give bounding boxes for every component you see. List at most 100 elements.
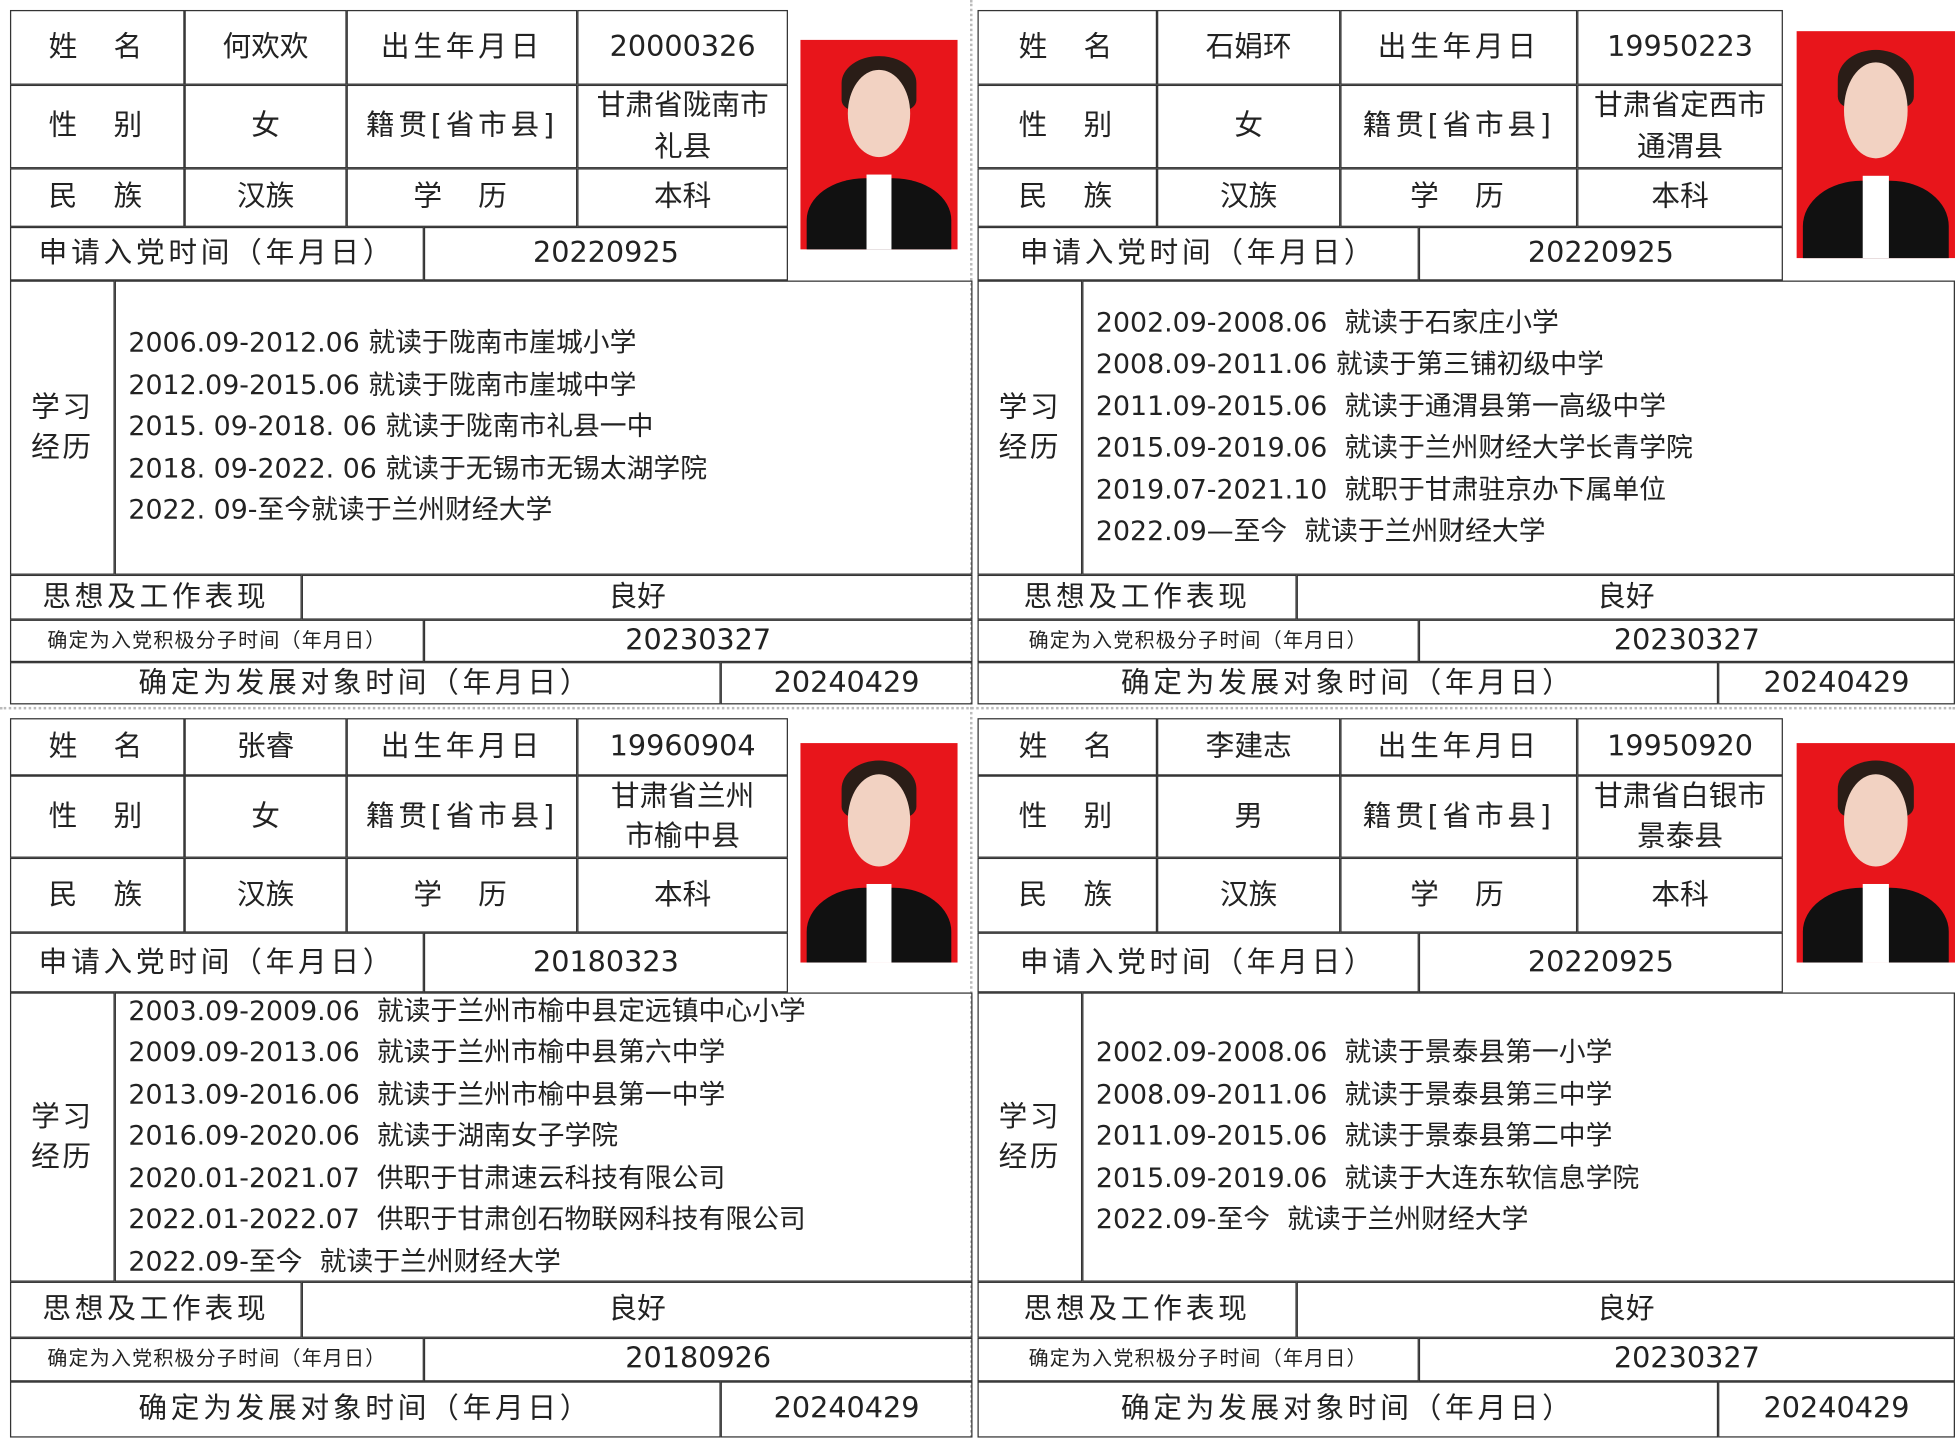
label-text: 民 族 xyxy=(48,878,146,912)
gender-text: 男 xyxy=(1234,800,1264,833)
history-line: 2002.09-2008.06 就读于景泰县第一小学 xyxy=(1095,1037,1613,1069)
history-line: 2015. 09-2018. 06 就读于陇南市礼县一中 xyxy=(128,411,654,443)
candidate-date: 20240429 xyxy=(720,1381,973,1438)
label-text: 学 历 xyxy=(1410,181,1508,214)
label: 性 别 xyxy=(9,775,185,858)
education-text: 本科 xyxy=(653,181,712,214)
label: 思想及工作表现 xyxy=(9,574,302,620)
ethnicity-text: 汉族 xyxy=(236,181,295,214)
candidate-date: 20240429 xyxy=(720,662,973,705)
label: 确定为入党积极分子时间（年月日） xyxy=(977,1337,1419,1382)
activist-date: 20230327 xyxy=(1418,1337,1955,1382)
label-text: 学 历 xyxy=(413,181,511,214)
history-line: 2022.09—至今 就读于兰州财经大学 xyxy=(1095,516,1546,548)
history-line: 2009.09-2013.06 就读于兰州市榆中县第六中学 xyxy=(128,1037,726,1069)
education-text: 本科 xyxy=(1651,181,1709,214)
history-lines: 2003.09-2009.06 就读于兰州市榆中县定远镇中心小学 2009.09-… xyxy=(128,991,805,1283)
label: 民 族 xyxy=(977,168,1158,227)
photo-head xyxy=(847,773,911,866)
photo xyxy=(800,743,958,963)
candidate-date: 20240429 xyxy=(1718,1381,1955,1438)
performance-text: 良好 xyxy=(608,1293,666,1326)
performance-text: 良好 xyxy=(1597,580,1655,614)
performance: 良好 xyxy=(1296,1281,1955,1338)
label: 申请入党时间（年月日） xyxy=(9,226,424,281)
performance: 良好 xyxy=(1296,574,1955,620)
label: 确定为入党积极分子时间（年月日） xyxy=(9,619,424,663)
label: 确定为发展对象时间（年月日） xyxy=(977,1381,1719,1438)
origin-line: 景泰县 xyxy=(1637,820,1724,853)
apply-date: 20220925 xyxy=(1418,226,1783,281)
ethnicity: 汉族 xyxy=(1157,168,1341,227)
history-line: 2013.09-2016.06 就读于兰州市榆中县第一中学 xyxy=(128,1079,726,1111)
label-text: 申请入党时间（年月日） xyxy=(1019,946,1377,979)
name-text: 何欢欢 xyxy=(222,31,309,64)
label: 确定为入党积极分子时间（年月日） xyxy=(977,619,1419,663)
label: 学习经历 xyxy=(977,280,1083,575)
origin-lines: 甘肃省定西市 通渭县 xyxy=(1594,86,1766,166)
name-text: 李建志 xyxy=(1205,730,1292,763)
label-text: 确定为入党积极分子时间（年月日） xyxy=(47,628,387,652)
gender: 女 xyxy=(184,84,347,169)
history: 2003.09-2009.06 就读于兰州市榆中县定远镇中心小学 2009.09-… xyxy=(114,991,973,1283)
origin: 甘肃省兰州 市榆中县 xyxy=(577,775,788,858)
history-lines: 2006.09-2012.06 就读于陇南市崖城小学 2012.09-2015.0… xyxy=(128,323,707,532)
activist-date-text: 20180926 xyxy=(625,1343,772,1376)
apply-date: 20220925 xyxy=(1418,932,1783,993)
birth-date: 20000326 xyxy=(577,9,788,85)
label-text: 申请入党时间（年月日） xyxy=(38,237,396,270)
gender-text: 女 xyxy=(251,110,280,143)
label: 学 历 xyxy=(346,168,578,227)
birth-date: 19950223 xyxy=(1577,9,1783,85)
origin: 甘肃省白银市 景泰县 xyxy=(1577,775,1783,858)
apply-date: 20180323 xyxy=(423,932,788,993)
apply-date: 20220925 xyxy=(423,226,788,281)
label: 籍贯[省市县] xyxy=(346,84,578,169)
label: 籍贯[省市县] xyxy=(1340,775,1578,858)
origin-lines: 甘肃省兰州 市榆中县 xyxy=(611,777,754,857)
label: 思想及工作表现 xyxy=(977,1281,1297,1338)
label-text: 思想及工作表现 xyxy=(42,580,270,614)
candidate-date-text: 20240429 xyxy=(773,1393,920,1426)
name: 李建志 xyxy=(1157,718,1341,776)
photo xyxy=(800,39,958,250)
label: 思想及工作表现 xyxy=(9,1281,302,1338)
label-text: 民 族 xyxy=(48,181,146,214)
divider-vertical xyxy=(970,0,977,1438)
origin: 甘肃省定西市 通渭县 xyxy=(1577,84,1783,169)
history-line: 2006.09-2012.06 就读于陇南市崖城小学 xyxy=(128,328,637,360)
label-text: 确定为发展对象时间（年月日） xyxy=(138,1393,593,1426)
history-line: 2020.01-2021.07 供职于甘肃速云科技有限公司 xyxy=(128,1162,726,1195)
activist-date: 20230327 xyxy=(1418,619,1955,663)
label-text: 姓 名 xyxy=(1018,730,1116,763)
label-text: 籍贯[省市县] xyxy=(1362,800,1555,833)
label-text: 姓 名 xyxy=(48,31,146,64)
label-text: 性 别 xyxy=(1018,110,1116,143)
birth-date-text: 19960904 xyxy=(609,730,756,763)
name-text: 石娟环 xyxy=(1205,31,1292,64)
photo-head xyxy=(1844,773,1908,866)
origin-lines: 甘肃省陇南市 礼县 xyxy=(597,86,769,166)
label: 性 别 xyxy=(977,84,1158,169)
ethnicity-text: 汉族 xyxy=(1219,878,1278,912)
birth-date-text: 19950223 xyxy=(1607,31,1754,64)
history-line: 2022.09-至今 就读于兰州财经大学 xyxy=(1095,1204,1529,1236)
ethnicity: 汉族 xyxy=(184,168,347,227)
education: 本科 xyxy=(1577,168,1783,227)
gender: 男 xyxy=(1157,775,1341,858)
education: 本科 xyxy=(577,168,788,227)
history-line: 2022. 09-至今就读于兰州财经大学 xyxy=(128,495,553,527)
origin-line: 甘肃省白银市 xyxy=(1594,780,1767,813)
label-text: 性 别 xyxy=(48,800,146,833)
performance-text: 良好 xyxy=(608,580,666,614)
ethnicity-text: 汉族 xyxy=(236,878,295,912)
ethnicity: 汉族 xyxy=(1157,857,1341,933)
label: 出生年月日 xyxy=(346,718,578,776)
apply-date-text: 20220925 xyxy=(1527,237,1674,270)
label: 出生年月日 xyxy=(1340,718,1578,776)
label: 学习经历 xyxy=(9,280,115,575)
label-text: 姓 名 xyxy=(1018,31,1116,64)
label: 确定为入党积极分子时间（年月日） xyxy=(9,1337,424,1382)
origin-line: 甘肃省兰州 xyxy=(610,780,755,813)
label: 学 历 xyxy=(346,857,578,933)
